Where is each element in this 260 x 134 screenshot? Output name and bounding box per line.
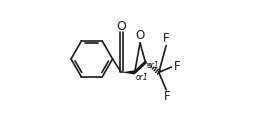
Text: O: O xyxy=(135,29,145,42)
Text: O: O xyxy=(116,20,126,33)
Text: F: F xyxy=(163,32,170,45)
Polygon shape xyxy=(121,70,135,75)
Text: or1: or1 xyxy=(147,61,159,70)
Text: F: F xyxy=(164,90,171,103)
Text: F: F xyxy=(174,60,180,74)
Text: or1: or1 xyxy=(136,73,149,82)
